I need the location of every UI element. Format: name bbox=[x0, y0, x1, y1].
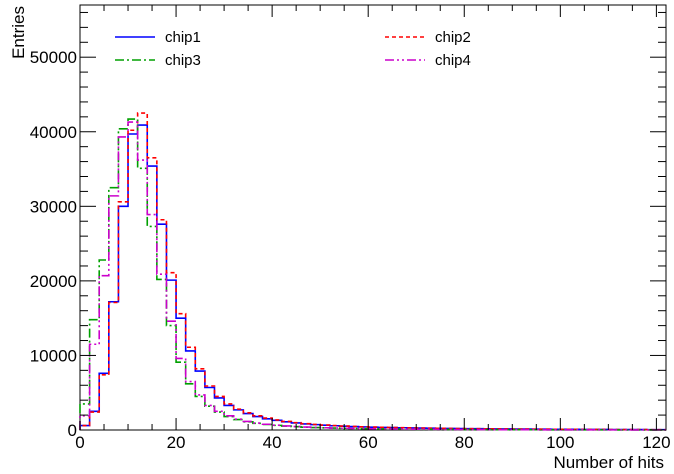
series-chip3 bbox=[79, 118, 666, 431]
legend-label: chip3 bbox=[165, 52, 201, 69]
y-tick-label: 10000 bbox=[30, 346, 77, 365]
y-tick-label: 0 bbox=[68, 421, 77, 440]
y-tick-label: 30000 bbox=[30, 197, 77, 216]
x-tick-label: 60 bbox=[359, 433, 378, 452]
y-axis-title: Entries bbox=[9, 6, 28, 59]
y-tick-label: 50000 bbox=[30, 48, 77, 67]
y-tick-label: 20000 bbox=[30, 272, 77, 291]
plot-frame bbox=[79, 4, 667, 431]
legend-label: chip2 bbox=[435, 29, 471, 46]
x-tick-label: 0 bbox=[75, 433, 84, 452]
x-tick-label: 40 bbox=[263, 433, 282, 452]
legend-label: chip1 bbox=[165, 29, 201, 46]
x-tick-label: 120 bbox=[642, 433, 670, 452]
legend: chip1 chip2 chip3 chip4 bbox=[115, 29, 471, 69]
series-curves bbox=[79, 112, 666, 431]
axes: 0 20 40 60 80 100 120 0 10000 20000 30000 40000 5000… bbox=[30, 5, 671, 452]
series-chip1 bbox=[79, 124, 666, 431]
x-tick-label: 20 bbox=[167, 433, 186, 452]
legend-label: chip4 bbox=[435, 52, 471, 69]
x-tick-label: 100 bbox=[546, 433, 574, 452]
series-chip2 bbox=[79, 112, 666, 431]
x-tick-label: 80 bbox=[455, 433, 474, 452]
series-chip4 bbox=[79, 121, 666, 431]
x-axis-title: Number of hits bbox=[553, 453, 664, 472]
y-tick-label: 40000 bbox=[30, 123, 77, 142]
